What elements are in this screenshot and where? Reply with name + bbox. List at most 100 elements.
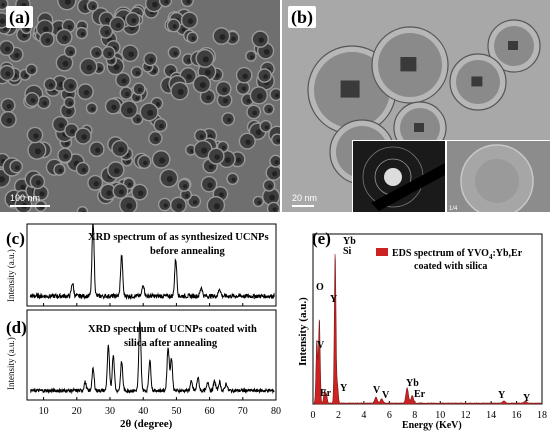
xrd-d-tick-label: 80 — [271, 406, 281, 417]
particle-a — [259, 119, 272, 133]
particle-a — [200, 175, 218, 193]
scale-bar-b — [292, 205, 314, 207]
eds-xlabel: Energy (KeV) — [402, 420, 462, 431]
particle-a — [0, 97, 16, 113]
particle-a — [226, 172, 239, 186]
xrd-d-tick-label: 40 — [138, 406, 148, 417]
particle-a — [39, 31, 55, 48]
panel-label-c: (c) — [6, 229, 25, 248]
particle-a — [251, 30, 269, 48]
legend-tail: :Yb,Er — [492, 248, 522, 259]
particle-a — [137, 154, 152, 169]
eds-frame — [312, 233, 543, 405]
d-title-line2: silica after annealing — [124, 338, 218, 349]
particle-a — [27, 140, 47, 160]
scale-text-a: 100 nm — [10, 193, 41, 203]
tem-image-b: (b) 20 nm 1/4 — [282, 0, 550, 212]
particle-a — [98, 24, 114, 39]
peak-label-y2: Y — [340, 383, 348, 394]
eds-tick-label: 18 — [537, 410, 547, 421]
particle-a — [36, 95, 51, 110]
xrd-d-tick-label: 60 — [205, 406, 215, 417]
particle-a — [0, 40, 15, 57]
particle-a — [24, 92, 40, 107]
particle-a — [249, 86, 269, 105]
particle-a — [170, 81, 190, 101]
particle-a — [206, 195, 226, 212]
particle-a — [245, 50, 257, 62]
xrd-c-frame — [26, 223, 277, 307]
particle-a — [119, 86, 133, 100]
particle-a — [104, 98, 122, 115]
zoom-particle — [460, 144, 534, 212]
particle-a — [121, 44, 139, 63]
particle-a — [0, 0, 9, 11]
xrd-xlabel: 2θ (degree) — [120, 418, 173, 430]
particle-a — [159, 168, 179, 188]
particle-a — [238, 132, 256, 150]
legend-swatch — [376, 248, 388, 256]
particle-a — [77, 83, 94, 101]
peak-label-y3: Y — [498, 390, 506, 401]
peak-label-yb-top: Yb — [343, 236, 356, 247]
eds-tick-label: 12 — [461, 410, 471, 421]
particle-a — [79, 57, 98, 76]
legend-line1: EDS spectrum of YVO4:Yb,Er — [392, 248, 523, 261]
particle-a — [85, 102, 98, 115]
particle-a — [62, 77, 78, 93]
particle-a — [55, 53, 74, 72]
particle-a — [180, 0, 194, 8]
tem-particles-a — [0, 0, 280, 212]
particle-a — [167, 45, 181, 60]
c-title-line1: XRD spectrum of as synthesized UCNPs — [88, 232, 269, 243]
eds-tick-label: 8 — [412, 410, 417, 421]
particle-a — [76, 205, 89, 212]
particle-a — [235, 80, 251, 96]
particle-b — [487, 19, 541, 73]
peak-label-v3: V — [382, 390, 390, 401]
particle-a — [43, 77, 57, 92]
particle-a — [75, 26, 88, 40]
particle-a — [148, 131, 163, 146]
particle-a — [57, 147, 73, 163]
saed-inset — [352, 140, 446, 212]
particle-a — [195, 48, 215, 68]
peak-label-er2: Er — [414, 389, 426, 400]
eds-tick-label: 10 — [435, 410, 445, 421]
particle-a — [119, 195, 138, 212]
particle-a — [192, 74, 212, 94]
particle-b — [449, 53, 507, 111]
xrd-d-tick-label: 50 — [171, 406, 181, 417]
particle-a — [26, 126, 44, 144]
eds-tick-label: 14 — [486, 410, 496, 421]
particle-a — [55, 28, 73, 46]
legend-text: EDS spectrum of YVO — [392, 248, 489, 259]
particle-a — [75, 161, 90, 177]
eds-spectrum-fill — [314, 253, 541, 405]
peak-label-yb2: Yb — [406, 378, 419, 389]
peak-label-o: O — [316, 282, 324, 293]
saed-pattern — [362, 146, 445, 211]
particle-a — [29, 173, 46, 190]
particle-a — [269, 87, 280, 102]
eds-tick-label: 0 — [311, 410, 316, 421]
tem-image-a: (a) 100 nm — [0, 0, 280, 212]
particle-a — [57, 0, 77, 11]
particle-a — [88, 141, 105, 158]
particle-a — [9, 159, 23, 174]
panel-label-d: (d) — [6, 318, 27, 337]
particle-a — [193, 139, 213, 160]
xrd-chart: 10 20 30 40 50 60 70 80 (c) (d) XRD spectrum of… — [6, 223, 281, 430]
eds-ylabel: Intensity (a.u.) — [297, 297, 309, 366]
particle-a — [207, 147, 225, 165]
particle-a — [25, 63, 38, 76]
particle-a — [187, 194, 202, 209]
particle-a — [177, 178, 191, 192]
particle-a — [257, 68, 272, 83]
particle-a — [252, 195, 265, 208]
xrd-axes: 10 20 30 40 50 60 70 80 — [26, 223, 281, 417]
peak-label-er1: Er — [320, 388, 332, 399]
particle-a — [262, 178, 276, 192]
legend-sub: 4 — [489, 253, 493, 261]
